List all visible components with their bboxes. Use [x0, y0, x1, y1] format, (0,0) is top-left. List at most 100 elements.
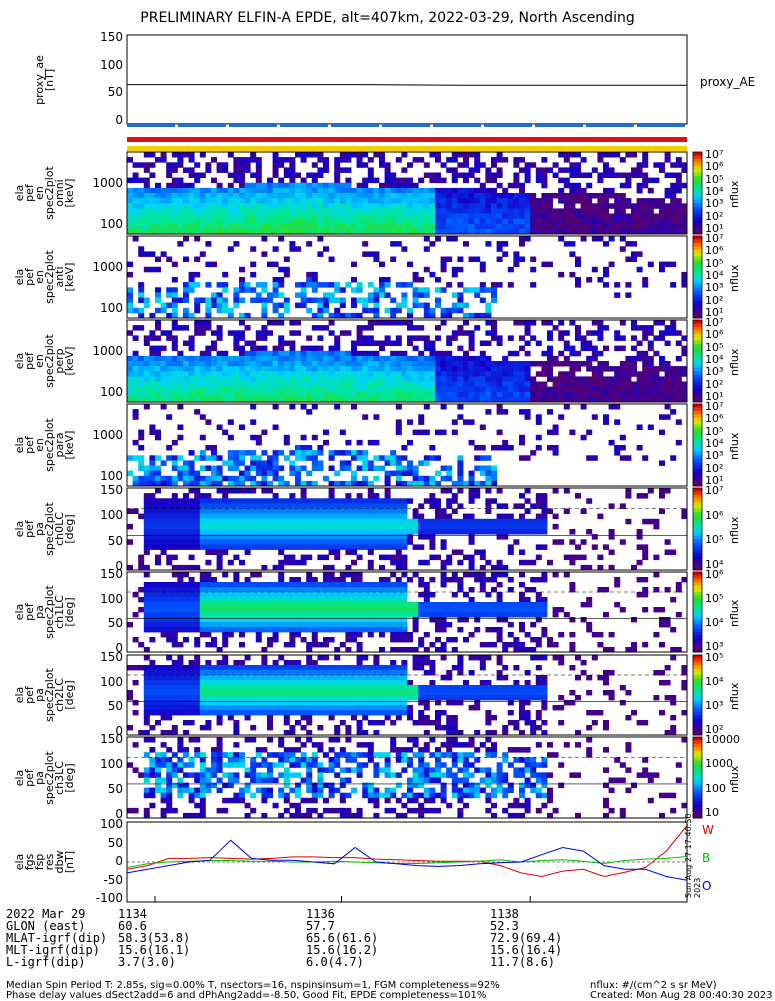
y-tick-6-0: 150 — [83, 567, 123, 581]
footer-left-2: Phase delay values dSect2add=6 and dPhAn… — [6, 990, 486, 1001]
colorbar-tick-8-0: 10000 — [705, 733, 740, 746]
colorbar-tick-4-5: 10² — [705, 462, 723, 475]
y-tick-1-0: 1000 — [83, 176, 123, 190]
colorbar-7 — [693, 655, 702, 736]
spectrogram-panel-1 — [127, 152, 687, 234]
spectrogram-panel-6 — [127, 572, 687, 652]
bottom-cell-4-3: 11.7(8.6) — [490, 955, 555, 969]
y-tick-3-1: 100 — [83, 385, 123, 399]
status-bar-yellow — [127, 146, 687, 151]
fgs-series-W — [127, 826, 687, 877]
colorbar-tick-3-4: 10³ — [705, 365, 723, 378]
colorbar-tick-4-1: 10⁶ — [705, 412, 723, 425]
colorbar-tick-4-4: 10³ — [705, 449, 723, 462]
colorbar-tick-1-2: 10⁵ — [705, 173, 723, 186]
panel-label-9: ela fgs fsp res dbw [nT] — [15, 817, 75, 907]
colorbar-tick-1-1: 10⁶ — [705, 160, 723, 173]
colorbar-tick-5-2: 10⁵ — [705, 533, 723, 546]
colorbar-tick-6-0: 10⁶ — [705, 568, 723, 581]
y-tick-8-1: 100 — [83, 757, 123, 771]
y-tick-4-0: 1000 — [83, 428, 123, 442]
colorbar-tick-8-2: 100 — [705, 782, 726, 795]
colorbar-label-1: nflux — [728, 181, 741, 208]
colorbar-tick-5-0: 10⁷ — [705, 484, 723, 497]
colorbar-tick-1-3: 10⁴ — [705, 185, 723, 198]
colorbar-label-5: nflux — [728, 517, 741, 544]
colorbar-label-2: nflux — [728, 265, 741, 292]
colorbar-tick-3-0: 10⁷ — [705, 316, 723, 329]
y-tick-0-2: 50 — [83, 85, 123, 99]
spectrogram-panel-3 — [127, 320, 687, 402]
fgs-legend-W: W — [702, 823, 714, 837]
colorbar-label-6: nflux — [728, 600, 741, 627]
colorbar-tick-3-3: 10⁴ — [705, 353, 723, 366]
y-tick-2-1: 100 — [83, 301, 123, 315]
colorbar-tick-1-0: 10⁷ — [705, 148, 723, 161]
colorbar-tick-5-1: 10⁶ — [705, 509, 723, 522]
status-bar-red — [127, 137, 687, 142]
panel-label-4: ela pef en spec2plot para [keV] — [15, 400, 75, 490]
colorbar-tick-7-2: 10³ — [705, 699, 723, 712]
proxy-ae-legend: proxy_AE — [700, 75, 755, 89]
colorbar-tick-4-0: 10⁷ — [705, 400, 723, 413]
colorbar-5 — [693, 488, 702, 571]
colorbar-tick-6-2: 10⁴ — [705, 616, 723, 629]
panel-label-2: ela pef en spec2plot anti [keV] — [15, 232, 75, 322]
panel-label-8: ela pef pa spec2plot ch3LC [deg] — [15, 733, 75, 823]
colorbar-tick-4-3: 10⁴ — [705, 437, 723, 450]
y-tick-6-2: 50 — [83, 616, 123, 630]
y-tick-8-2: 50 — [83, 782, 123, 796]
colorbar-tick-2-4: 10³ — [705, 281, 723, 294]
panel-label-1: ela pef en spec2plot omni [keV] — [15, 148, 75, 238]
colorbar-tick-7-0: 10⁵ — [705, 651, 723, 664]
plot-title: PRELIMINARY ELFIN-A EPDE, alt=407km, 202… — [0, 10, 775, 26]
colorbar-tick-3-2: 10⁵ — [705, 341, 723, 354]
proxy-ae-line — [127, 85, 687, 86]
side-stamp: Sun Aug 27 17:40:30 2023 — [684, 807, 702, 898]
y-tick-6-1: 100 — [83, 592, 123, 606]
fgs-legend-O: O — [702, 879, 711, 893]
colorbar-tick-2-0: 10⁷ — [705, 232, 723, 245]
colorbar-label-7: nflux — [728, 683, 741, 710]
colorbar-tick-3-5: 10² — [705, 378, 723, 391]
spectrogram-panel-5 — [127, 488, 687, 570]
y-tick-7-2: 50 — [83, 699, 123, 713]
panel-label-7: ela pef pa spec2plot ch2LC [deg] — [15, 650, 75, 740]
y-tick-0-3: 0 — [83, 113, 123, 127]
y-tick-5-0: 150 — [83, 483, 123, 497]
y-tick-7-0: 150 — [83, 650, 123, 664]
colorbar-2 — [693, 236, 702, 319]
colorbar-label-4: nflux — [728, 433, 741, 460]
colorbar-tick-8-3: 10 — [705, 806, 719, 819]
y-tick-3-0: 1000 — [83, 344, 123, 358]
bottom-cell-4-0: L-igrf(dip) — [6, 955, 85, 969]
colorbar-6 — [693, 572, 702, 653]
spectrogram-panel-7 — [127, 655, 687, 735]
panel-label-3: ela pef en spec2plot perp [keV] — [15, 316, 75, 406]
y-tick-5-2: 50 — [83, 534, 123, 548]
colorbar-label-3: nflux — [728, 349, 741, 376]
y-tick-9-2: 0 — [83, 854, 123, 868]
panel-label-6: ela pef pa spec2plot ch1LC [deg] — [15, 567, 75, 657]
y-tick-9-0: 100 — [83, 817, 123, 831]
panel-label-0: proxy_ae [nT] — [35, 35, 55, 125]
colorbar-tick-4-2: 10⁵ — [705, 425, 723, 438]
colorbar-tick-7-1: 10⁴ — [705, 675, 723, 688]
y-tick-9-3: -50 — [83, 873, 123, 887]
y-tick-5-1: 100 — [83, 508, 123, 522]
y-tick-2-0: 1000 — [83, 260, 123, 274]
colorbar-3 — [693, 320, 702, 403]
bottom-cell-4-2: 6.0(4.7) — [306, 955, 364, 969]
spectrogram-panel-4 — [127, 404, 682, 486]
y-tick-9-4: -100 — [83, 891, 123, 905]
footer-right-2: Created: Mon Aug 28 00:40:30 2023 — [590, 990, 773, 1001]
colorbar-4 — [693, 404, 702, 487]
fgs-legend-B: B — [702, 851, 710, 865]
colorbar-tick-2-3: 10⁴ — [705, 269, 723, 282]
panel-frame-0 — [127, 35, 687, 124]
status-bar-blue — [127, 123, 685, 127]
colorbar-tick-2-5: 10² — [705, 294, 723, 307]
colorbar-tick-2-1: 10⁶ — [705, 244, 723, 257]
colorbar-tick-3-1: 10⁶ — [705, 328, 723, 341]
